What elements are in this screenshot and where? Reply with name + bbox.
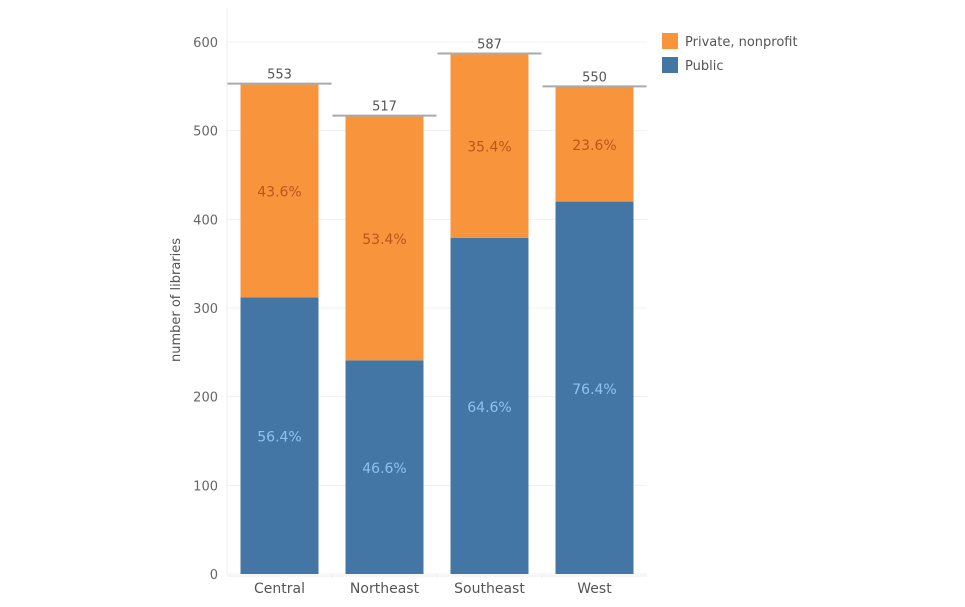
y-axis-label: number of libraries bbox=[169, 238, 184, 362]
y-tick-label: 0 bbox=[210, 568, 218, 583]
bar-segment bbox=[555, 86, 634, 202]
legend: Private, nonprofit Public bbox=[662, 33, 798, 74]
data-label: 46.6% bbox=[362, 461, 406, 477]
x-tick-label: West bbox=[577, 581, 612, 597]
total-label: 550 bbox=[582, 70, 607, 85]
x-tick-label: Southeast bbox=[454, 581, 525, 597]
x-axis: Central Northeast Southeast West bbox=[227, 574, 647, 597]
legend-swatch bbox=[662, 57, 678, 73]
data-label: 56.4% bbox=[257, 430, 301, 446]
legend-label: Public bbox=[685, 59, 723, 74]
bar-segment bbox=[240, 83, 319, 298]
total-label: 553 bbox=[267, 68, 292, 83]
bar-segment bbox=[555, 201, 634, 574]
bars: 56.4% 43.6% 553 46.6% 53.4% 517 64.6% 35.4% 587 7… bbox=[227, 38, 647, 574]
data-label: 53.4% bbox=[362, 232, 406, 248]
bar-segment bbox=[450, 53, 529, 238]
data-label: 64.6% bbox=[467, 400, 511, 416]
total-label: 587 bbox=[477, 38, 502, 53]
legend-label: Private, nonprofit bbox=[685, 35, 798, 50]
y-tick-label: 100 bbox=[193, 479, 218, 494]
y-axis: 0 100 200 300 400 500 600 bbox=[193, 36, 218, 583]
y-tick-label: 300 bbox=[193, 302, 218, 317]
data-label: 35.4% bbox=[467, 140, 511, 156]
bar-segment bbox=[450, 237, 529, 574]
x-tick-label: Central bbox=[254, 581, 305, 597]
data-label: 23.6% bbox=[572, 138, 616, 154]
y-tick-label: 500 bbox=[193, 125, 218, 140]
bar-segment bbox=[240, 297, 319, 574]
total-label: 517 bbox=[372, 100, 397, 115]
y-tick-label: 200 bbox=[193, 391, 218, 406]
bar-segment bbox=[345, 360, 424, 574]
x-tick-label: Northeast bbox=[350, 581, 420, 597]
data-label: 43.6% bbox=[257, 185, 301, 201]
bar-segment bbox=[345, 115, 424, 361]
data-label: 76.4% bbox=[572, 382, 616, 398]
y-tick-label: 600 bbox=[193, 36, 218, 51]
legend-swatch bbox=[662, 33, 678, 49]
y-tick-label: 400 bbox=[193, 213, 218, 228]
